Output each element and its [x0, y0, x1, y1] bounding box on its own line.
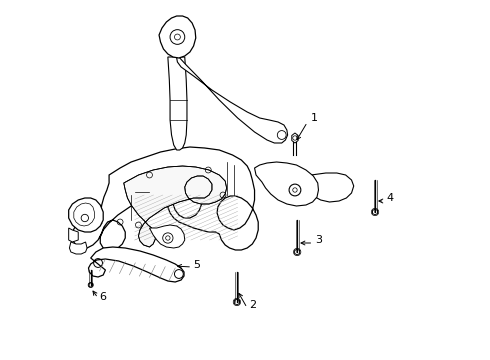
Polygon shape — [177, 57, 288, 143]
Text: 4: 4 — [386, 193, 393, 203]
Polygon shape — [159, 16, 196, 58]
Polygon shape — [149, 225, 185, 248]
Polygon shape — [69, 198, 103, 232]
Polygon shape — [70, 242, 87, 254]
Text: 3: 3 — [315, 235, 322, 245]
Polygon shape — [124, 166, 227, 247]
Text: 1: 1 — [311, 113, 318, 123]
Polygon shape — [292, 133, 298, 143]
Polygon shape — [69, 228, 78, 242]
Polygon shape — [89, 247, 184, 282]
Text: 5: 5 — [194, 260, 200, 270]
Polygon shape — [168, 57, 187, 150]
Text: 2: 2 — [248, 300, 256, 310]
Text: 6: 6 — [99, 292, 106, 302]
Polygon shape — [73, 147, 258, 250]
Polygon shape — [254, 162, 318, 206]
Polygon shape — [297, 173, 354, 202]
